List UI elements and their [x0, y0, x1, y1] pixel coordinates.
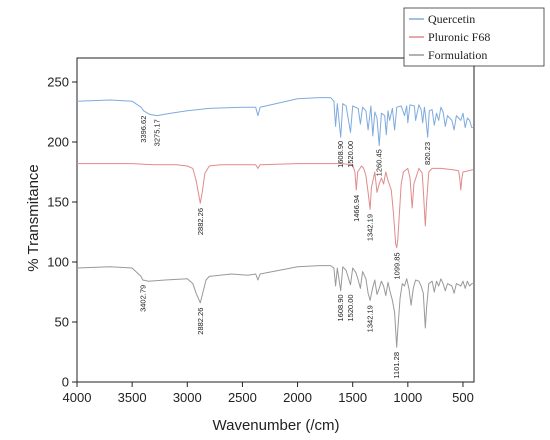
x-tick-label: 3500	[118, 390, 147, 405]
peak-label: 1342.19	[366, 214, 375, 241]
x-tick-label: 1500	[338, 390, 367, 405]
peak-label: 1342.19	[366, 305, 375, 332]
legend-label: Pluronic F68	[428, 30, 490, 44]
legend-label: Quercetin	[428, 12, 475, 26]
peak-label: 1520.00	[346, 294, 355, 321]
y-axis: 0 50 100 150 200 250	[47, 75, 77, 390]
y-axis-title: % Transmitance	[25, 164, 42, 272]
x-tick-label: 1000	[393, 390, 422, 405]
x-axis: 4000 3500 3000 2500 2000 1500 1000 500	[63, 382, 474, 405]
peak-label: 3402.79	[138, 285, 147, 312]
peak-label: 1608.90	[336, 141, 345, 168]
peak-label: 1520.00	[346, 141, 355, 168]
legend-label: Formulation	[428, 48, 487, 62]
peak-label: 2882.26	[196, 308, 205, 335]
legend: Quercetin Pluronic F68 Formulation	[403, 7, 545, 67]
series-line-pluronic-f68	[77, 163, 474, 249]
peak-label: 1099.85	[392, 252, 401, 279]
peak-label: 820.23	[423, 142, 432, 165]
peak-label: 1608.90	[336, 294, 345, 321]
series-line-quercetin	[76, 97, 473, 147]
peak-label: 3396.62	[139, 116, 148, 143]
x-axis-title: Wavenumber (/cm)	[213, 417, 340, 434]
y-tick-label: 200	[47, 135, 69, 150]
y-tick-label: 0	[62, 375, 69, 390]
plot-frame	[76, 57, 475, 383]
peak-label: 3275.17	[153, 119, 162, 146]
x-tick-label: 2500	[228, 390, 257, 405]
y-tick-label: 150	[47, 195, 69, 210]
peak-label: 2882.26	[196, 208, 205, 235]
y-tick-label: 50	[55, 315, 69, 330]
x-tick-label: 2000	[283, 390, 312, 405]
peak-label: 1101.28	[392, 352, 401, 379]
series-layer	[76, 97, 474, 348]
y-tick-label: 250	[47, 75, 69, 90]
x-tick-label: 4000	[63, 390, 92, 405]
peak-label: 1260.45	[375, 149, 384, 176]
series-line-formulation	[76, 265, 473, 348]
y-tick-label: 100	[47, 255, 69, 270]
x-tick-label: 3000	[173, 390, 202, 405]
x-tick-label: 500	[452, 390, 474, 405]
peak-label: 1466.94	[352, 195, 361, 222]
legend-box	[403, 7, 545, 67]
plot-border	[76, 57, 475, 383]
